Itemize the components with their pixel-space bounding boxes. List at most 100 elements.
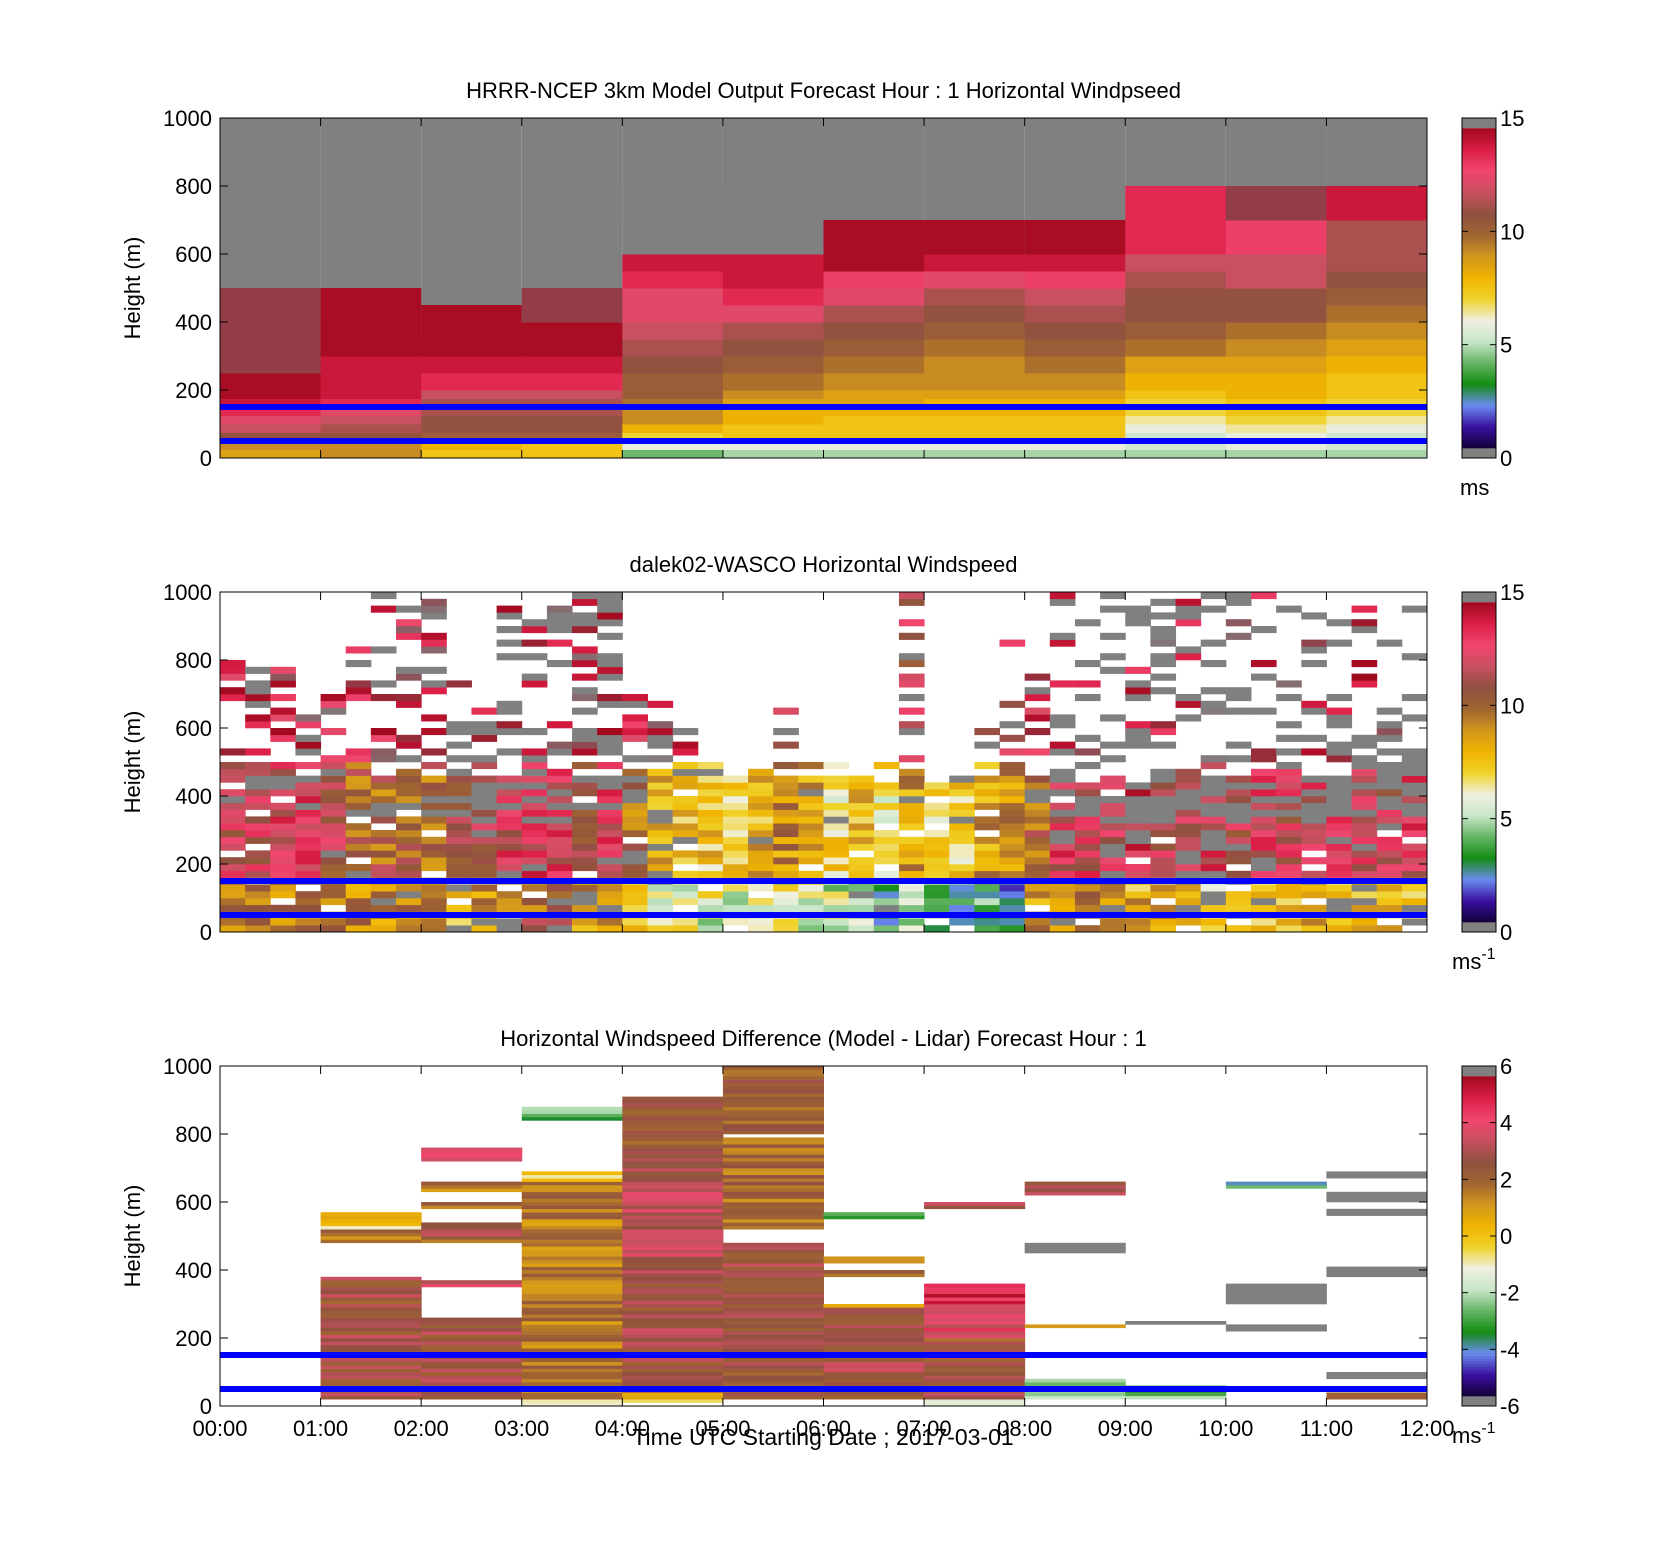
heatmap-cell: [1326, 823, 1353, 831]
heatmap-cell: [1225, 1290, 1327, 1295]
heatmap-cell: [396, 673, 422, 681]
heatmap-cell: [597, 619, 623, 627]
colorbar-segment: [1462, 1246, 1496, 1250]
heatmap-cell: [823, 449, 925, 459]
colorbar-segment: [1462, 831, 1496, 835]
heatmap-cell: [722, 775, 749, 783]
heatmap-cell: [1326, 305, 1428, 323]
colorbar-segment: [1462, 791, 1496, 795]
heatmap-cell: [245, 830, 271, 838]
heatmap-cell: [1024, 850, 1051, 858]
heatmap-cell: [1250, 626, 1277, 634]
heatmap-cell: [949, 864, 975, 872]
heatmap-cell: [949, 836, 975, 844]
heatmap-cell: [446, 775, 472, 783]
heatmap-cell: [521, 1198, 623, 1203]
heatmap-cell: [446, 870, 472, 878]
heatmap-cell: [396, 694, 422, 702]
colorbar-segment: [1462, 266, 1496, 270]
colorbar-tick-label: 0: [1500, 920, 1512, 945]
heatmap-cell: [245, 748, 271, 756]
heatmap-cell: [1376, 728, 1403, 736]
heatmap-cell: [345, 925, 372, 933]
heatmap-cell: [546, 789, 573, 797]
heatmap-cell: [722, 1307, 824, 1312]
heatmap-cell: [1100, 816, 1126, 824]
heatmap-cell: [949, 802, 975, 810]
heatmap-cell: [898, 843, 925, 851]
colorbar-segment: [1462, 780, 1496, 784]
heatmap-cell: [597, 918, 623, 926]
heatmap-cell: [898, 755, 925, 763]
colorbar-segment: [1462, 719, 1496, 723]
heatmap-cell: [622, 925, 648, 933]
heatmap-cell: [1301, 836, 1327, 844]
heatmap-cell: [546, 870, 573, 878]
heatmap-cell: [521, 1395, 623, 1400]
heatmap-cell: [1326, 694, 1353, 702]
colorbar-segment: [1462, 754, 1496, 758]
heatmap-cell: [320, 1239, 422, 1244]
colorbar-segment: [1462, 365, 1496, 369]
heatmap-cell: [722, 1273, 824, 1278]
heatmap-cell: [924, 1375, 1026, 1380]
heatmap-cell: [1024, 271, 1126, 289]
colorbar-segment: [1462, 1236, 1496, 1240]
colorbar-segment: [1462, 208, 1496, 212]
colorbar-segment: [1462, 881, 1496, 886]
panel-title: HRRR-NCEP 3km Model Output Forecast Hour…: [466, 78, 1181, 103]
colorbar-segment: [1462, 325, 1496, 329]
heatmap-cell: [1074, 809, 1101, 817]
heatmap-cell: [245, 782, 271, 790]
heatmap-cell: [873, 884, 900, 892]
colorbar-segment: [1462, 314, 1496, 318]
heatmap-cell: [572, 619, 598, 627]
heatmap-cell: [924, 843, 950, 851]
heatmap-cell: [421, 441, 523, 450]
heatmap-cell: [697, 864, 724, 872]
heatmap-cell: [496, 904, 523, 912]
heatmap-cell: [622, 1321, 724, 1325]
heatmap-cell: [1125, 271, 1227, 289]
heatmap-cell: [1301, 612, 1327, 620]
heatmap-cell: [622, 254, 724, 272]
missing-cell: [1326, 118, 1427, 187]
heatmap-cell: [1376, 796, 1403, 804]
colorbar-segment: [1462, 793, 1496, 798]
figure-xlabel: Time UTC Starting Date ; 2017-03-01: [632, 1424, 1013, 1450]
colorbar-segment: [1462, 772, 1496, 776]
heatmap-cell: [1175, 768, 1202, 776]
heatmap-cell: [1301, 639, 1327, 647]
heatmap-cell: [722, 1147, 824, 1152]
heatmap-cell: [421, 789, 447, 797]
heatmap-cell: [270, 830, 296, 838]
heatmap-cell: [823, 1361, 925, 1366]
heatmap-cell: [546, 898, 573, 906]
heatmap-cell: [421, 1395, 523, 1400]
heatmap-cell: [1175, 816, 1202, 824]
colorbar-segment: [1462, 1318, 1496, 1322]
heatmap-cell: [1024, 373, 1126, 391]
heatmap-cell: [1125, 796, 1151, 804]
heatmap-cell: [597, 870, 623, 878]
heatmap-cell: [572, 823, 598, 831]
heatmap-cell: [521, 1321, 623, 1325]
colorbar-segment: [1462, 1366, 1496, 1370]
heatmap-cell: [1250, 898, 1277, 906]
heatmap-cell: [924, 857, 950, 865]
heatmap-cell: [471, 850, 498, 858]
heatmap-cell: [999, 918, 1026, 926]
heatmap-cell: [295, 775, 322, 783]
heatmap-cell: [220, 390, 322, 399]
heatmap-cell: [496, 748, 523, 756]
heatmap-cell: [270, 857, 296, 865]
heatmap-cell: [320, 884, 347, 892]
y-tick-label: 600: [175, 716, 212, 741]
colorbar-segment: [1462, 133, 1496, 137]
y-tick-label: 0: [200, 920, 212, 945]
colorbar-segment: [1462, 1369, 1496, 1373]
heatmap-cell: [421, 1361, 523, 1366]
heatmap-cell: [722, 1327, 824, 1332]
heatmap-cell: [220, 857, 246, 865]
